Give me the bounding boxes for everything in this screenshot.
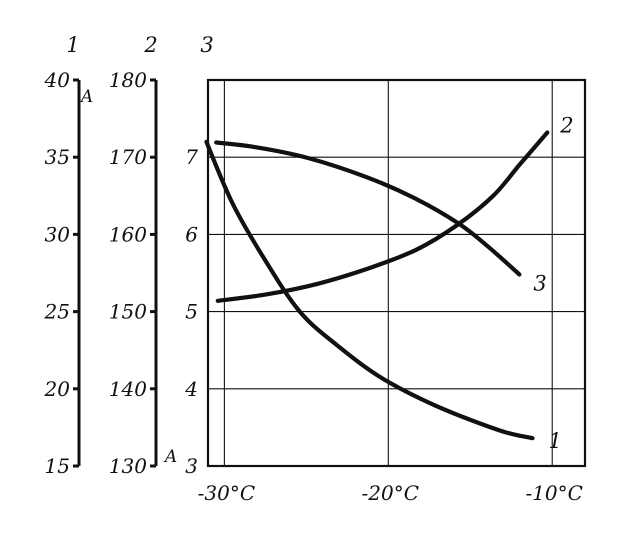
y-tick-label: 140: [109, 377, 147, 401]
y-tick-label: 180: [109, 68, 147, 92]
y-tick-label: 25: [44, 300, 70, 324]
curve-label-1: 1: [549, 429, 562, 453]
y-tick-label: 15: [45, 454, 70, 478]
curve-label-2: 2: [559, 113, 573, 137]
curve-2: [215, 130, 550, 303]
curve-label-3: 3: [533, 272, 546, 296]
y-tick-label: 4: [184, 377, 198, 401]
y-tick-label: 7: [185, 145, 198, 169]
y-tick-label: 3: [185, 454, 198, 478]
y-axis-unit: A: [79, 87, 93, 107]
y-axis-1: 15 20 25 30 35 40 1 A: [44, 33, 94, 478]
y-axis-3: 3 4 5 6 7 3: [184, 33, 213, 478]
curve-1: [204, 139, 535, 441]
x-tick-label: -10°C: [525, 481, 583, 505]
y-tick-label: 150: [109, 300, 147, 324]
y-tick-label: 6: [185, 222, 198, 246]
x-axis-labels: -30°C -20°C -10°C: [198, 481, 583, 505]
y-tick-label: 30: [45, 222, 71, 246]
y-tick-label: 160: [109, 222, 147, 246]
y-tick-label: 170: [109, 145, 147, 169]
x-tick-label: -20°C: [362, 481, 420, 505]
y-tick-label: 5: [185, 300, 198, 324]
y-tick-label: 40: [44, 68, 71, 92]
y-axis-header: 2: [143, 33, 157, 57]
y-tick-label: 35: [45, 145, 70, 169]
series-curves: 1 2 3: [204, 113, 574, 453]
y-tick-label: 130: [109, 454, 147, 478]
y-axis-2: 130 140 150 160 170 180 2 A: [109, 33, 177, 478]
y-axis-header: 3: [200, 33, 213, 57]
y-axis-header: 1: [66, 33, 79, 57]
plot-border: [206, 78, 587, 468]
y-axis-unit: A: [163, 447, 177, 467]
plot-frame: [206, 78, 587, 468]
x-tick-label: -30°C: [198, 481, 256, 505]
y-tick-label: 20: [44, 377, 71, 401]
curve-3: [214, 140, 522, 277]
